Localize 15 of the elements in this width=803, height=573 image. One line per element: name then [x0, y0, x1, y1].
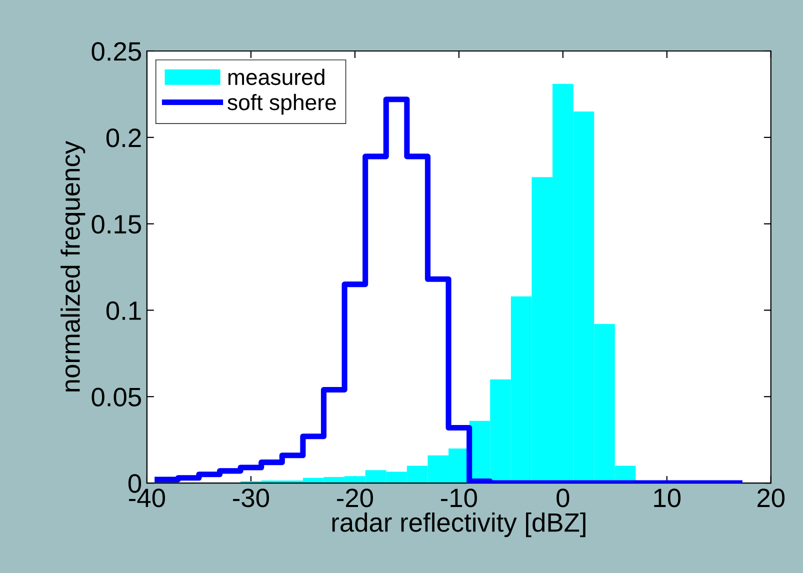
x-tick-label: 0 — [556, 488, 570, 508]
y-tick-label: 0.1 — [106, 301, 141, 320]
x-axis-title: radar reflectivity [dBZ] — [332, 512, 586, 538]
x-tick-label: 20 — [758, 488, 785, 508]
y-tick-label: 0.15 — [92, 214, 141, 234]
legend-label: soft sphere — [228, 94, 336, 115]
x-tick-label: -10 — [441, 488, 477, 508]
x-tick-label: -30 — [233, 488, 269, 508]
y-tick-label: 0.25 — [92, 42, 141, 61]
x-tick-label: 10 — [654, 488, 681, 508]
y-tick-label: 0.05 — [92, 388, 141, 406]
y-axis-title: normalized frequency — [60, 140, 86, 392]
legend-label: measured — [228, 68, 324, 86]
x-tick-label: -20 — [337, 488, 373, 508]
y-tick-label: 0.2 — [106, 128, 141, 148]
